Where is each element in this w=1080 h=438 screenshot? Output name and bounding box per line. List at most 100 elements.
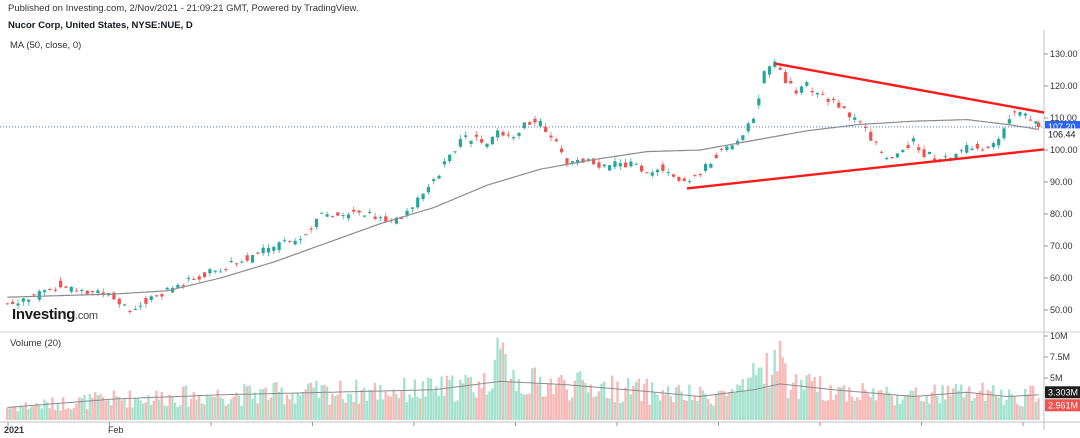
volume-bar [83,394,86,420]
volume-bar [400,391,403,420]
volume-bar [32,405,36,420]
candle-body [693,174,697,176]
volume-indicator-label[interactable]: Volume (20) [10,338,62,349]
candle-body [981,149,985,151]
candle-body [16,303,20,306]
candle-body [810,90,814,93]
volume-bar [794,374,798,420]
volume-bar [970,400,974,420]
volume-bar [355,379,358,420]
candle-body [879,151,884,153]
volume-bar [99,394,102,420]
volume-bar [1013,395,1016,420]
volume-bar [685,400,688,420]
volume-bar [880,389,883,420]
candle-body [922,149,926,157]
volume-bar [467,377,470,420]
volume-bar [115,395,118,420]
volume-bar [381,399,385,420]
candle-body [1002,128,1006,139]
candle-body [192,279,196,281]
candle-body [544,126,548,132]
candle-body [874,141,878,143]
volume-bar [195,399,198,420]
candle-body [549,135,553,138]
candle-body [554,139,558,142]
candle-body [346,214,351,219]
volume-bar [821,400,824,420]
candle-body [453,151,457,153]
volume-bar [925,395,928,420]
candle-body [538,120,542,127]
volume-bar [293,403,297,420]
volume-bar [109,405,113,420]
volume-bar [565,389,569,420]
volume-bar [901,399,904,420]
candle-body [480,138,484,143]
volume-bar [1026,394,1030,420]
volume-bar [45,402,49,420]
candle-body [266,247,271,253]
candle-body [703,163,708,171]
volume-bar [906,394,910,420]
volume-bar [965,391,968,420]
logo-suffix: .com [75,310,98,322]
candle-body [384,216,388,222]
volume-bar [411,397,414,420]
candle-body [997,139,1001,146]
volume-bar [48,408,52,420]
candle-body [885,157,889,160]
volume-bar [562,380,566,420]
candle-body [378,217,383,219]
volume-bar [408,394,411,420]
volume-bar [784,363,787,420]
volume-bar [11,406,14,420]
candle-body [5,303,9,305]
volume-bar [770,374,774,420]
candle-body [560,148,564,153]
volume-bar [978,390,982,420]
volume-bar [189,398,193,420]
candle-body [698,173,702,176]
volume-bar [384,391,387,420]
candle-body [448,154,452,162]
volume-bar [445,375,449,420]
volume-bar [301,392,305,420]
volume-bar [13,406,17,420]
candle-body [714,154,718,159]
candle-body [863,127,868,129]
candle-body [91,290,95,292]
candle-body [21,298,25,302]
volume-bar [29,406,33,420]
volume-bar [552,394,555,420]
volume-bar [219,397,222,420]
volume-bar [323,384,326,420]
volume-bar [720,390,723,420]
candle-body [1013,111,1017,113]
candle-body [170,287,175,293]
volume-bar [72,407,76,420]
volume-bar [698,386,702,420]
volume-bar [632,385,635,420]
candle-body [533,118,537,123]
candle-body [37,291,41,300]
candle-body [709,163,713,168]
volume-bar [744,391,747,420]
volume-bar [613,402,617,420]
volume-bar [336,394,339,420]
candle-body [592,158,596,165]
ma-indicator-label[interactable]: MA (50, close, 0) [10,40,82,51]
candle-body [138,305,143,307]
volume-bar [229,399,233,420]
candle-body [261,247,265,254]
volume-tick-label: 10M [1050,331,1068,341]
volume-bar [123,398,126,420]
volume-bar [928,403,931,420]
candle-body [959,150,963,152]
volume-bar [544,396,547,420]
candle-body [991,143,995,148]
price-tick-label: 100.00 [1050,145,1078,155]
candle-body [421,193,425,200]
candle-body [59,280,63,288]
